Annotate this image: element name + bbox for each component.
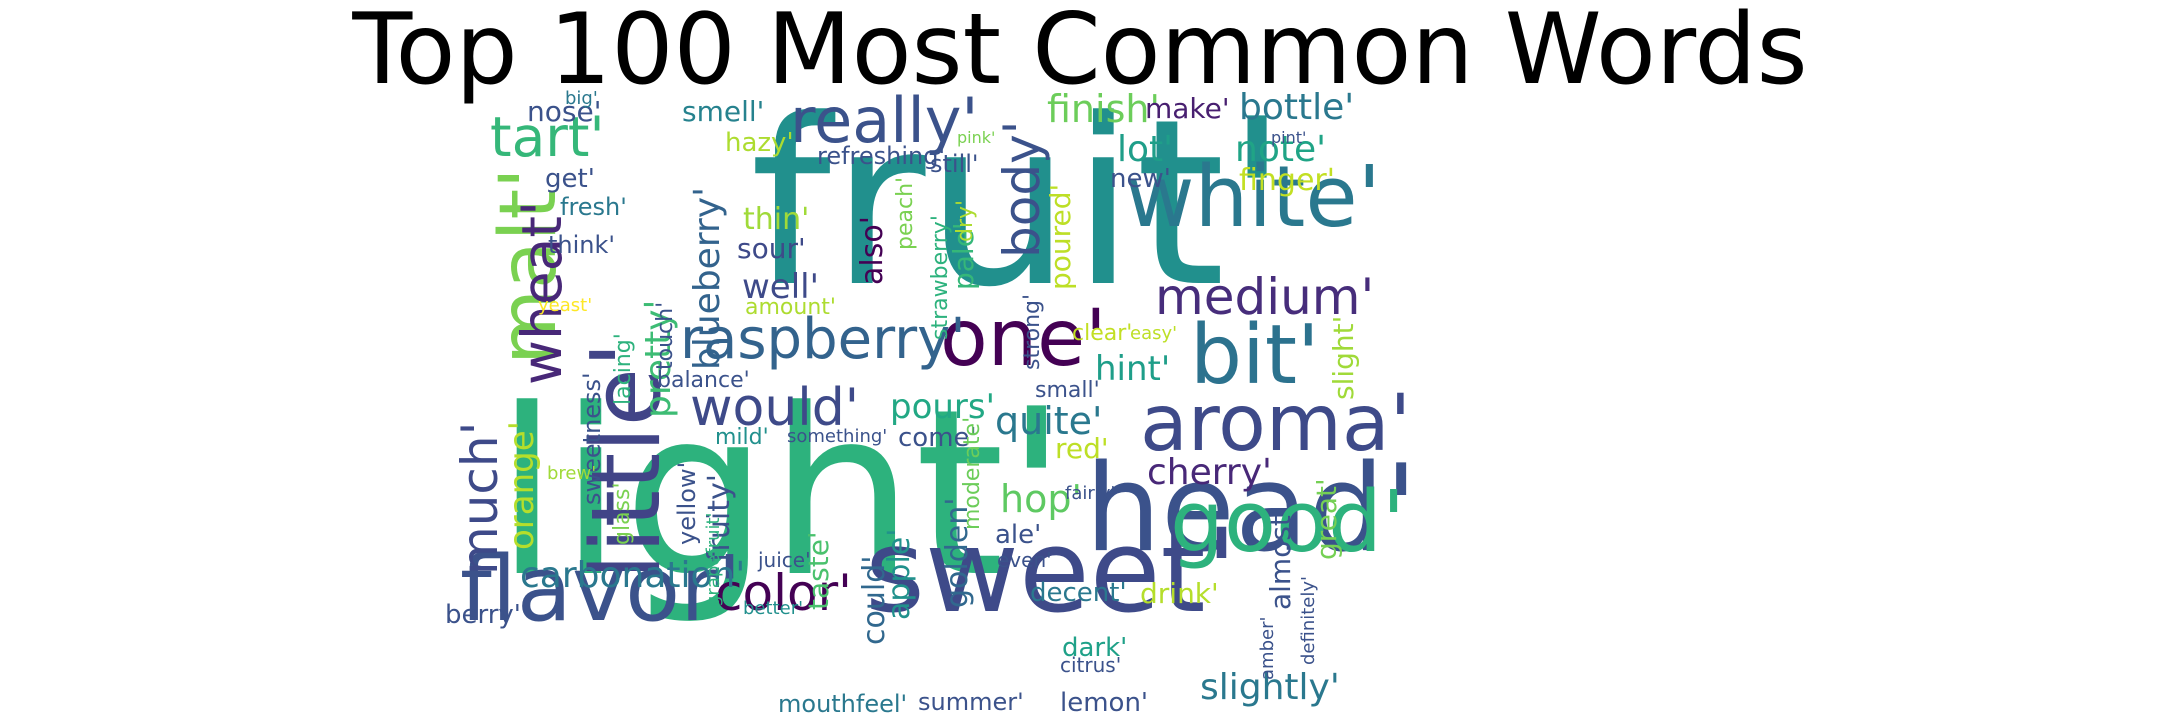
cloud-word: apple' (882, 528, 917, 620)
cloud-word: color' (715, 564, 852, 622)
cloud-word: moderate' (960, 416, 985, 530)
cloud-word: yellow' (673, 461, 701, 545)
cloud-word: nose' (527, 95, 602, 128)
cloud-word: bit' (1190, 308, 1320, 403)
cloud-word: better' (743, 598, 804, 619)
cloud-word: almost' (1264, 507, 1297, 610)
cloud-word: sweetness' (578, 372, 606, 505)
cloud-word: dry' (953, 199, 978, 242)
cloud-word: strong' (1020, 293, 1045, 370)
cloud-word: small' (1035, 378, 1100, 403)
cloud-word: citrus' (1060, 653, 1122, 677)
cloud-word: clear' (1072, 321, 1133, 346)
cloud-word: light' (495, 361, 1068, 628)
cloud-word: refreshing' (817, 142, 946, 170)
cloud-word: sweet' (865, 505, 1238, 639)
cloud-word: one' (940, 294, 1107, 384)
cloud-word: carbonation' (520, 555, 746, 596)
cloud-word: lemon' (1060, 688, 1149, 718)
cloud-word: balance' (657, 368, 750, 393)
cloud-word: drink' (1140, 577, 1219, 610)
cloud-word: ale' (995, 520, 1042, 550)
cloud-word: touch' (653, 301, 678, 370)
cloud-word: still' (930, 150, 979, 178)
cloud-word: note' (1235, 129, 1327, 170)
cloud-word: medium' (1155, 268, 1375, 326)
cloud-word: head' (1085, 440, 1418, 579)
cloud-word: sour' (737, 232, 806, 265)
cloud-word: great' (1310, 478, 1343, 560)
cloud-word: bottle' (1239, 90, 1355, 128)
cloud-word: amber' (1257, 616, 1278, 680)
cloud-word: would' (690, 378, 860, 438)
cloud-word: mild' (715, 425, 769, 450)
cloud-word: dark' (1062, 633, 1128, 663)
cloud-word: strawberry' (928, 215, 953, 340)
cloud-word: yeast' (538, 295, 593, 316)
word-cloud: fruit' light' head' sweet' little' white' flav… (445, 90, 1715, 720)
cloud-word: body' (993, 120, 1051, 258)
cloud-word: slight' (1327, 315, 1360, 400)
cloud-word: flavor' (460, 537, 742, 642)
cloud-word: lacing' (611, 333, 636, 405)
cloud-word: even' (997, 548, 1052, 572)
cloud-word: raspberry' (680, 307, 966, 372)
cloud-word: smell' (682, 95, 765, 128)
cloud-word: really' (790, 90, 979, 157)
cloud-word: easy' (1130, 323, 1178, 344)
cloud-word: pours' (890, 387, 995, 427)
cloud-word: lot' (1117, 129, 1174, 170)
cloud-word: fairly' (1065, 483, 1116, 504)
cloud-word: big' (565, 90, 598, 109)
cloud-word: get' (545, 164, 595, 194)
cloud-word: amount' (745, 295, 836, 320)
cloud-word: new' (1110, 164, 1171, 194)
cloud-word: finish' (1047, 90, 1160, 131)
page-title: Top 100 Most Common Words (352, 0, 1808, 107)
cloud-word: definitely' (1298, 576, 1319, 665)
cloud-word: aroma' (1140, 379, 1412, 469)
cloud-word: grapefruit' (703, 512, 724, 607)
cloud-word: blueberry' (687, 187, 728, 370)
cloud-word: summer' (918, 688, 1024, 716)
cloud-word: also' (855, 216, 890, 285)
cloud-word: peach' (893, 176, 918, 250)
cloud-word: well' (742, 267, 819, 307)
cloud-word: come' (898, 423, 977, 453)
cloud-word: juice' (758, 548, 811, 572)
cloud-word: brew' (547, 463, 597, 484)
cloud-word: tart' (490, 105, 605, 169)
cloud-word: glass' (610, 482, 635, 545)
cloud-word: pint' (1271, 128, 1307, 147)
cloud-word: think' (548, 231, 615, 259)
cloud-word: orange' (502, 420, 542, 550)
cloud-word: hint' (1095, 349, 1171, 389)
cloud-word: wheat' (510, 200, 574, 385)
cloud-word: fruit' (750, 90, 1289, 338)
cloud-word: poured' (1044, 183, 1077, 290)
cloud-word: much' (451, 421, 509, 575)
cloud-word: cherry' (1147, 452, 1272, 493)
cloud-word: red' (1055, 432, 1109, 465)
cloud-word: something' (787, 426, 888, 447)
cloud-word: fresh' (560, 193, 627, 221)
cloud-word: hazy' (725, 128, 794, 158)
cloud-word: quite' (995, 399, 1103, 443)
cloud-word: berry' (445, 600, 521, 630)
cloud-word: make' (1145, 92, 1230, 125)
cloud-word: slightly' (1200, 667, 1340, 708)
cloud-word: good' (1170, 473, 1406, 572)
cloud-word: finger' (1239, 163, 1335, 198)
cloud-word: decent' (1030, 578, 1127, 608)
cloud-word: thin' (743, 202, 810, 237)
cloud-word: pink' (957, 128, 996, 147)
cloud-word: white' (1125, 148, 1381, 247)
cloud-word: hop' (1000, 477, 1082, 521)
cloud-word: mouthfeel' (778, 690, 908, 718)
